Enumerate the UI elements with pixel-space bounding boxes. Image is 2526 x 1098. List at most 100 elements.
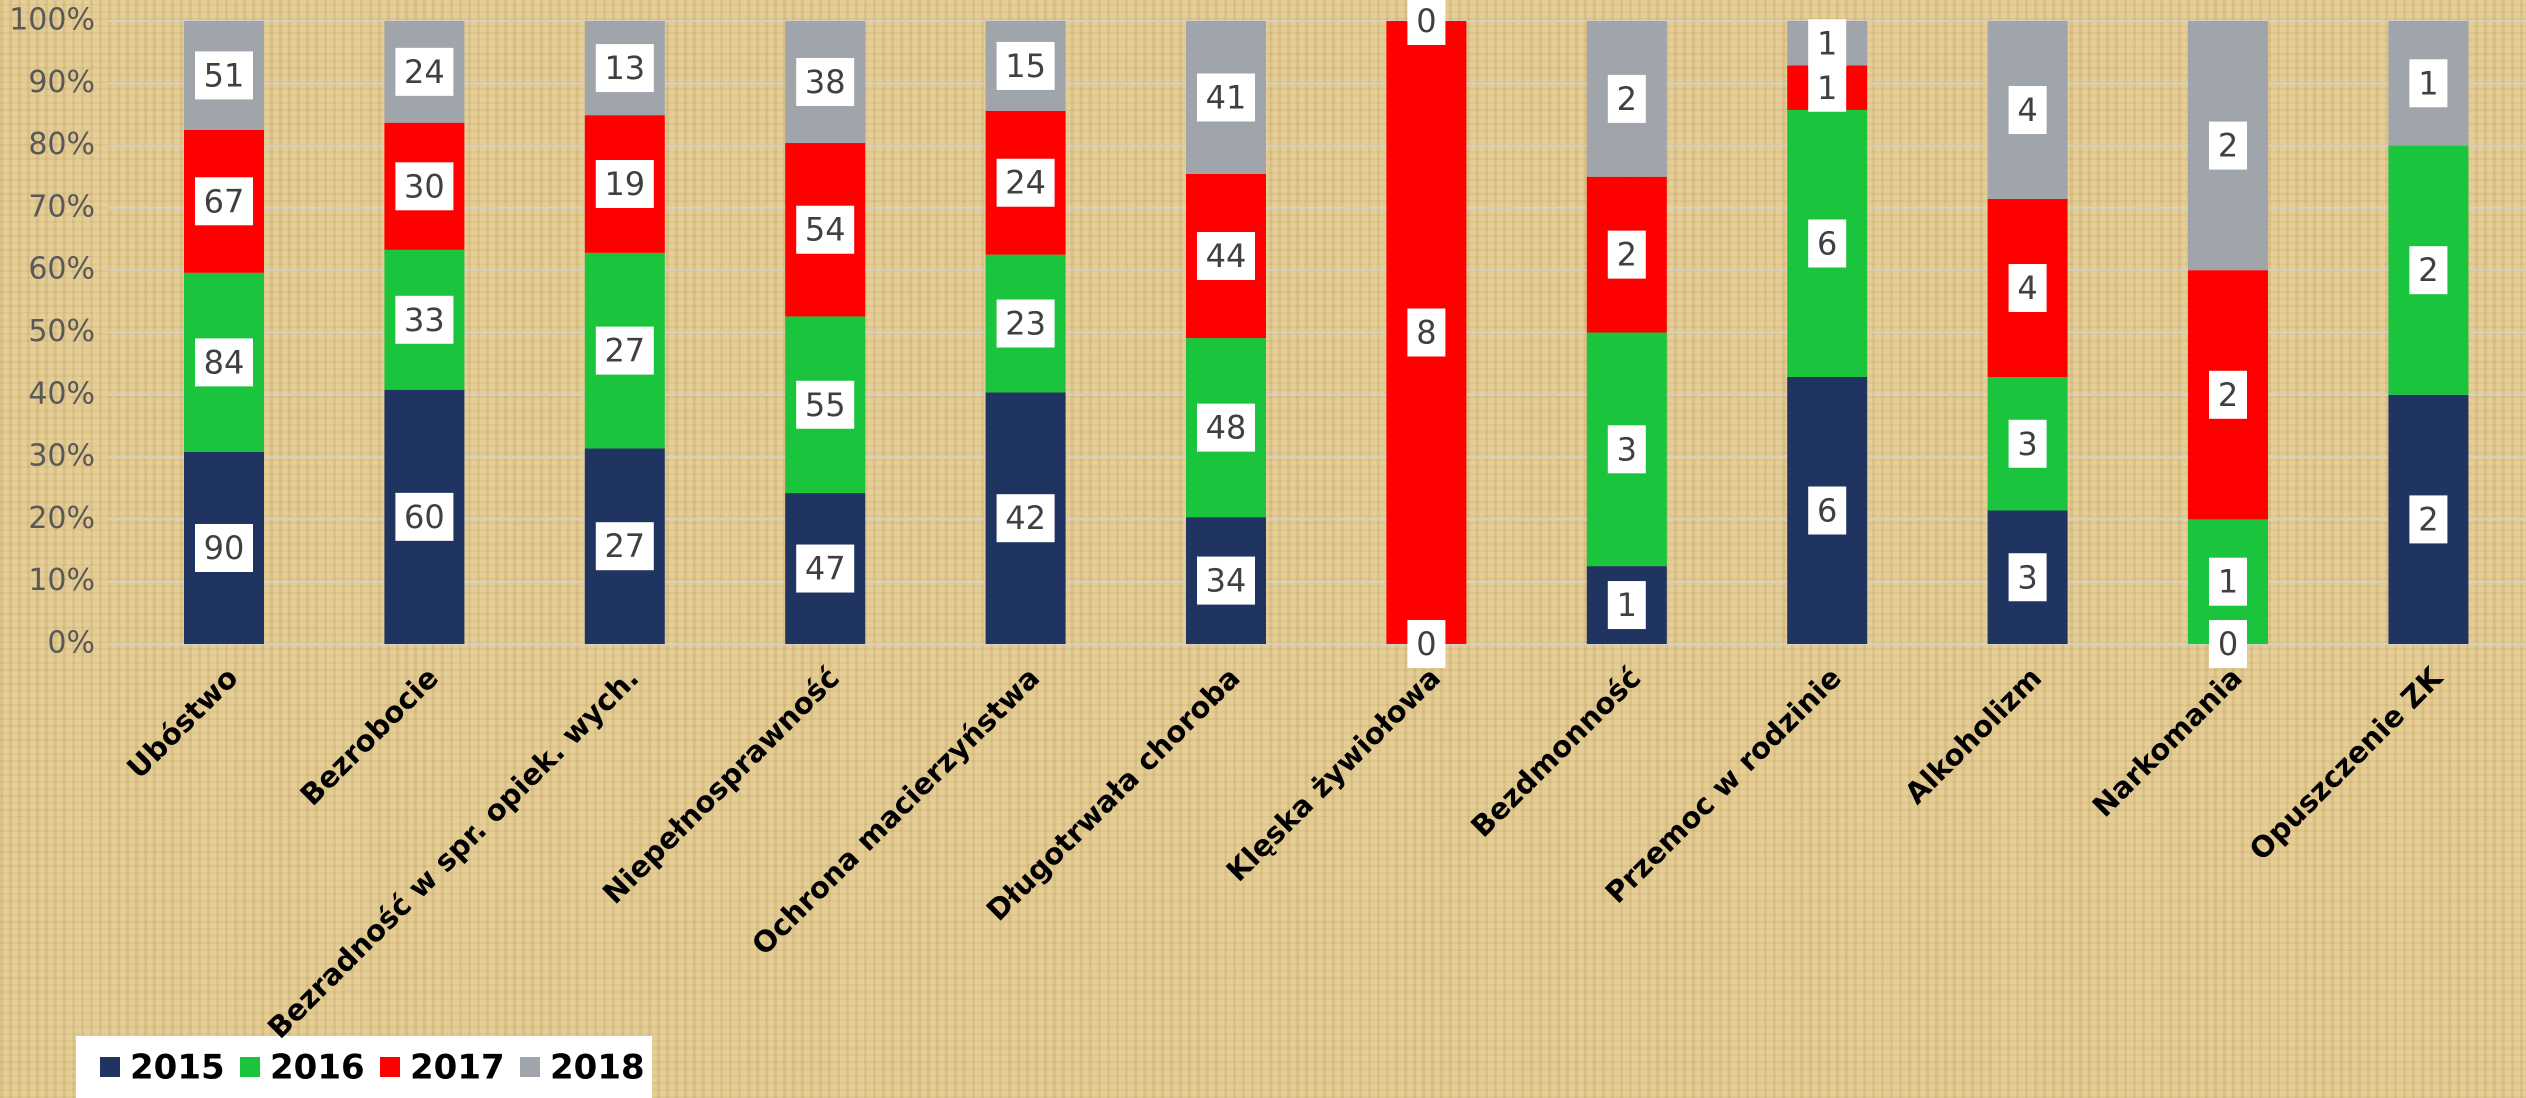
- label-box: [195, 338, 253, 387]
- legend-label: 2015: [130, 1048, 225, 1088]
- data-label: 2: [2418, 500, 2438, 538]
- x-tick-group: Narkomania: [2086, 661, 2249, 824]
- label-box: [195, 523, 253, 572]
- label-box: [2008, 264, 2047, 312]
- data-label: 15: [1005, 47, 1046, 85]
- x-tick-label: Niepełnosprawność: [596, 661, 846, 911]
- data-label: 0: [1416, 2, 1436, 40]
- data-label: 23: [1005, 305, 1046, 343]
- label-box: [195, 51, 253, 100]
- label-box: [996, 41, 1055, 90]
- label-box: [2409, 246, 2448, 295]
- x-tick-group: Bezradność w spr. opiek. wych.: [261, 661, 646, 1046]
- label-box: [595, 44, 654, 93]
- data-label: 67: [204, 182, 245, 220]
- data-label: 6: [1817, 492, 1837, 530]
- data-label: 8: [1416, 314, 1436, 352]
- x-tick-group: Alkoholizm: [1898, 661, 2048, 811]
- y-tick-label: 40%: [28, 376, 95, 411]
- label-box: [2209, 370, 2247, 419]
- label-box: [195, 177, 253, 226]
- x-tick-label: Opuszczenie ZK: [2243, 659, 2450, 866]
- label-box: [1808, 19, 1847, 68]
- y-tick-label: 20%: [28, 501, 95, 536]
- x-tick-label: Bezdmonność: [1464, 661, 1647, 844]
- label-box: [1407, 620, 1446, 668]
- data-label: 19: [604, 165, 645, 203]
- data-label: 34: [1206, 562, 1247, 600]
- data-label: 54: [805, 211, 846, 249]
- x-tick-group: Opuszczenie ZK: [2243, 659, 2450, 866]
- data-label: 51: [204, 56, 245, 94]
- data-label: 2: [2218, 127, 2238, 165]
- y-tick-label: 80%: [28, 127, 95, 162]
- legend-label: 2017: [410, 1048, 505, 1088]
- legend-label: 2018: [550, 1048, 645, 1088]
- label-box: [996, 299, 1055, 348]
- x-tick-group: Przemoc w rodzinie: [1599, 661, 1848, 910]
- label-box: [2209, 620, 2247, 668]
- data-label: 3: [2017, 425, 2037, 463]
- label-box: [1607, 230, 1646, 279]
- data-label: 1: [1617, 586, 1637, 624]
- data-label: 1: [2418, 64, 2438, 102]
- label-box: [395, 295, 454, 344]
- data-label: 42: [1005, 499, 1046, 537]
- label-box: [996, 158, 1055, 207]
- data-label: 2: [2418, 251, 2438, 289]
- data-label: 4: [2017, 91, 2037, 129]
- data-label: 84: [204, 343, 245, 381]
- data-label: 27: [604, 332, 645, 370]
- label-box: [1197, 232, 1255, 281]
- data-label: 1: [1817, 69, 1837, 107]
- x-tick-label: Klęska żywiołowa: [1219, 661, 1447, 889]
- x-tick-group: Bezdmonność: [1464, 661, 1647, 844]
- data-label: 6: [1817, 225, 1837, 263]
- legend-swatch: [520, 1057, 540, 1077]
- data-label: 2: [2218, 376, 2238, 414]
- y-tick-label: 30%: [28, 439, 95, 474]
- label-box: [2209, 557, 2247, 606]
- data-label: 55: [805, 386, 846, 424]
- label-box: [395, 162, 454, 211]
- label-box: [2008, 86, 2047, 134]
- y-tick-label: 90%: [28, 65, 95, 100]
- label-box: [1607, 425, 1646, 474]
- label-box: [1808, 219, 1847, 268]
- x-tick-label: Przemoc w rodzinie: [1599, 661, 1848, 910]
- legend-swatch: [100, 1057, 120, 1077]
- label-box: [595, 326, 654, 375]
- x-tick-label: Bezrobocie: [293, 661, 445, 813]
- x-tick-label: Alkoholizm: [1898, 661, 2048, 811]
- label-box: [2008, 419, 2047, 468]
- legend-box: [76, 1036, 652, 1098]
- x-tick-group: Ubóstwo: [120, 661, 245, 786]
- label-box: [2409, 59, 2448, 108]
- data-label: 3: [2017, 558, 2037, 596]
- x-tick-group: Bezrobocie: [293, 661, 445, 813]
- data-label: 24: [404, 53, 445, 91]
- data-label: 41: [1206, 78, 1247, 116]
- label-box: [2008, 553, 2047, 602]
- data-label: 2: [1617, 80, 1637, 118]
- label-box: [395, 492, 454, 541]
- label-box: [796, 58, 855, 107]
- data-label: 30: [404, 167, 445, 205]
- label-box: [595, 522, 654, 571]
- label-box: [1197, 403, 1255, 452]
- legend-swatch: [240, 1057, 260, 1077]
- x-tick-label: Ubóstwo: [120, 661, 245, 786]
- x-tick-label: Narkomania: [2086, 661, 2249, 824]
- data-label: 1: [2218, 563, 2238, 601]
- label-box: [796, 205, 855, 254]
- label-box: [1607, 581, 1646, 630]
- data-label: 44: [1206, 237, 1247, 275]
- legend-swatch: [380, 1057, 400, 1077]
- label-box: [1407, 308, 1446, 357]
- y-tick-label: 70%: [28, 189, 95, 224]
- data-label: 2: [1617, 236, 1637, 274]
- label-box: [395, 47, 454, 96]
- data-label: 38: [805, 63, 846, 101]
- label-box: [996, 494, 1055, 543]
